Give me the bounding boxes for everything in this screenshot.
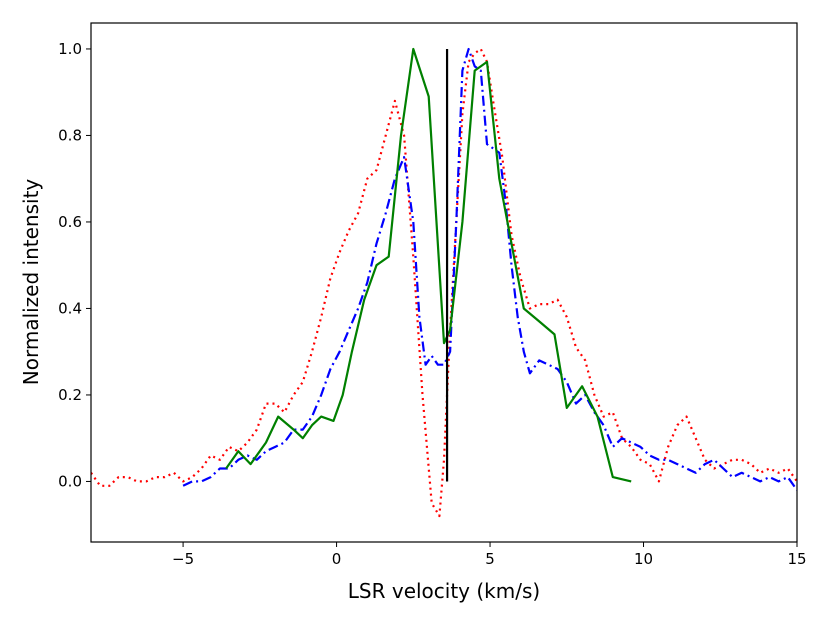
series-line-solid	[225, 47, 632, 483]
y-tick-label: 0.6	[58, 213, 82, 231]
x-tick-label: 0	[332, 550, 342, 568]
x-tick-label: −5	[172, 550, 194, 568]
y-tick-label: 0.0	[58, 472, 82, 490]
x-tick-label: 10	[634, 550, 653, 568]
y-tick-label: 0.4	[58, 299, 82, 317]
y-tick-label: 1.0	[58, 40, 82, 58]
plot-frame	[90, 22, 798, 543]
x-axis-label: LSR velocity (km/s)	[348, 579, 540, 603]
x-tick-label: 5	[485, 550, 495, 568]
series-layer	[91, 47, 797, 518]
y-axis-label: Normalized intensity	[19, 179, 43, 386]
y-axis: 0.0 0.2 0.4 0.6 0.8 1.0	[58, 40, 91, 490]
series-line-dotted	[91, 47, 797, 518]
y-tick-label: 0.8	[58, 126, 82, 144]
x-tick-label: 15	[787, 550, 806, 568]
y-tick-label: 0.2	[58, 386, 82, 404]
plot-area	[91, 47, 797, 518]
x-axis: −5 0 5 10 15	[172, 542, 807, 568]
